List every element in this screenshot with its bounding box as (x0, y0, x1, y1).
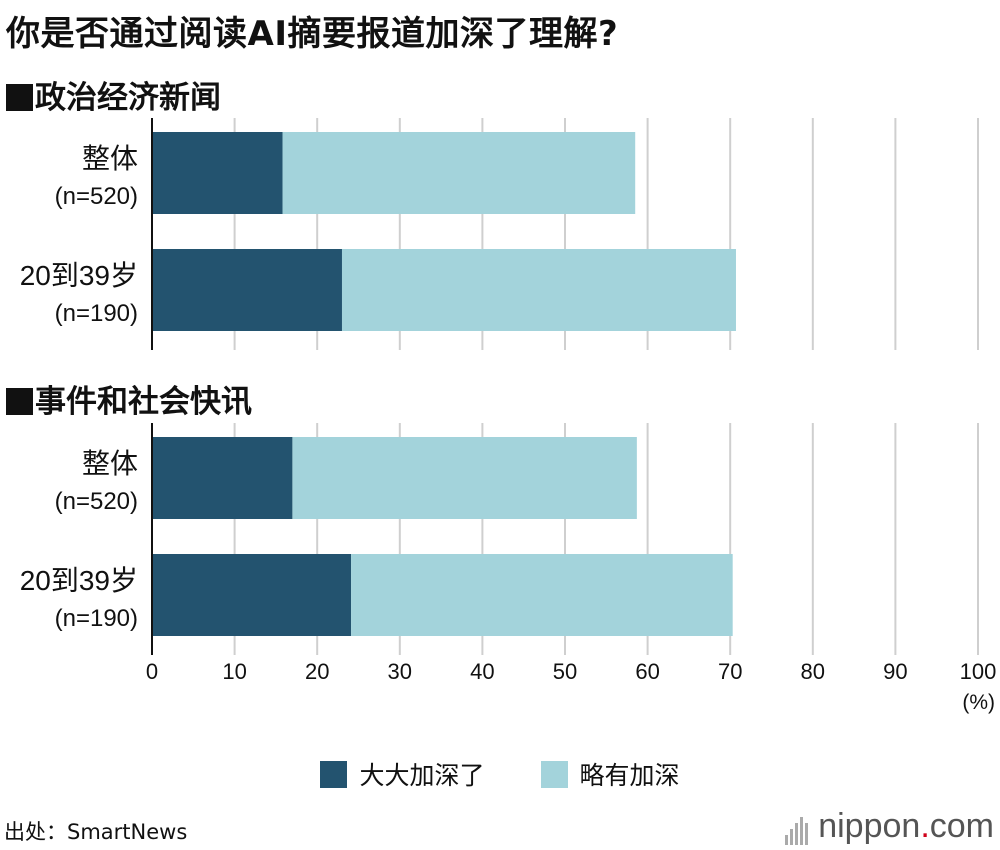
section-title-text: 事件和社会快讯 (35, 384, 252, 420)
category-count-label: (n=520) (55, 488, 138, 515)
category-label: 整体 (82, 448, 138, 479)
x-tick-label: 100 (960, 659, 997, 684)
category-label: 20到39岁 (20, 260, 138, 291)
legend-item-slight: 略有加深 (540, 756, 680, 792)
x-tick-label: 0 (146, 659, 158, 684)
bar-chart: 整体 (n=520) 20到39岁 (n=190) 整体 (n=520) 20到39岁 (n=… (20, 118, 996, 714)
bars (152, 132, 736, 636)
brand-name: nippon (818, 807, 921, 845)
brand-tld: com (929, 807, 994, 845)
section-square-icon (6, 84, 33, 111)
section-title-text: 政治经济新闻 (35, 80, 221, 116)
legend: 大大加深了 略有加深 (0, 756, 1000, 792)
category-count-label: (n=190) (55, 605, 138, 632)
x-tick-label: 40 (470, 659, 494, 684)
bar-segment-slight (341, 249, 736, 331)
category-count-label: (n=520) (55, 183, 138, 210)
x-tick-labels: 0 10 20 30 40 50 60 70 80 90 100 (146, 659, 996, 684)
brand-dot: . (920, 807, 930, 845)
x-unit-label: (%) (962, 691, 995, 714)
legend-swatch-slight (540, 760, 568, 788)
source-note: 出处：SmartNews (4, 820, 188, 844)
category-labels: 整体 (n=520) 20到39岁 (n=190) 整体 (n=520) 20到39岁 (n=… (20, 143, 138, 632)
bar-segment-deep (152, 437, 293, 519)
legend-item-deep: 大大加深了 (320, 756, 485, 792)
legend-label-slight: 略有加深 (579, 761, 680, 790)
bar-segment-deep (152, 132, 283, 214)
section-title-society: 事件和社会快讯 (6, 376, 252, 421)
x-tick-label: 90 (883, 659, 907, 684)
x-tick-label: 50 (553, 659, 577, 684)
brand-logo: nippon.com (785, 806, 994, 846)
chart-title: 你是否通过阅读AI摘要报道加深了理解? (6, 14, 619, 54)
bar-segment-slight (282, 132, 636, 214)
x-tick-label: 20 (305, 659, 329, 684)
section-square-icon (6, 388, 33, 415)
category-count-label: (n=190) (55, 300, 138, 327)
bar-segment-slight (292, 437, 637, 519)
section-title-politics: 政治经济新闻 (6, 72, 221, 117)
x-tick-label: 30 (388, 659, 412, 684)
x-tick-label: 80 (801, 659, 825, 684)
x-tick-label: 60 (635, 659, 659, 684)
legend-label-deep: 大大加深了 (359, 761, 485, 790)
legend-swatch-deep (320, 760, 348, 788)
brand-bars-icon (785, 806, 810, 845)
x-tick-label: 70 (718, 659, 742, 684)
category-label: 整体 (82, 143, 138, 174)
category-label: 20到39岁 (20, 565, 138, 596)
bar-segment-deep (152, 554, 352, 636)
bar-segment-deep (152, 249, 342, 331)
x-tick-label: 10 (222, 659, 246, 684)
bar-segment-slight (351, 554, 733, 636)
